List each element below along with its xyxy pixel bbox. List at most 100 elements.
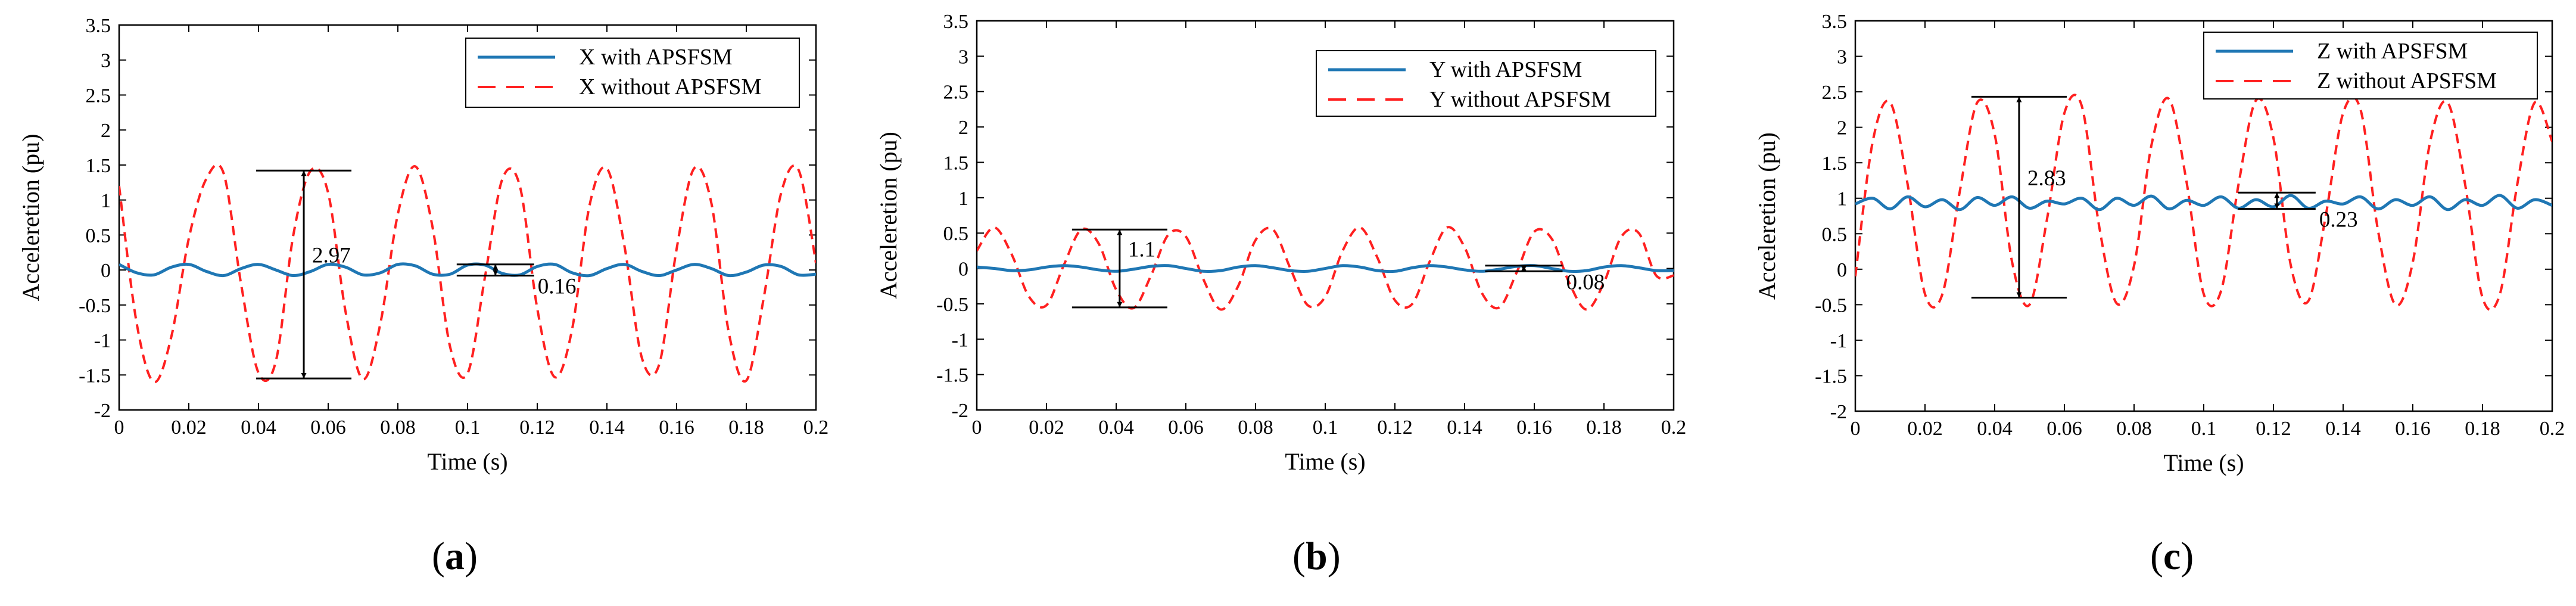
y-tick-label: 3.5 <box>1822 11 1848 33</box>
y-axis-title: Acceleretion (pu) <box>1753 132 1780 300</box>
y-tick-label: -0.5 <box>79 295 111 317</box>
x-tick-label: 0.2 <box>2540 418 2565 440</box>
x-tick-label: 0.08 <box>2116 418 2152 440</box>
x-tick-label: 0.12 <box>1377 417 1413 439</box>
y-tick-label: 1 <box>1837 188 1847 210</box>
y-tick-label: -0.5 <box>1815 294 1847 316</box>
series-line-x-without-apsfsm <box>119 163 816 384</box>
series-line-z-with-apsfsm <box>1855 194 2552 212</box>
y-tick-label: -1 <box>1830 330 1847 352</box>
x-tick-label: 0.14 <box>589 417 625 439</box>
y-tick-label: 0 <box>101 260 111 282</box>
y-tick-label: 0.5 <box>1822 223 1848 245</box>
x-axis-title: Time (s) <box>1285 448 1365 475</box>
y-tick-label: 3 <box>958 46 968 68</box>
x-tick-label: 0.08 <box>380 417 416 439</box>
y-tick-label: 2.5 <box>943 82 969 104</box>
y-tick-label: -0.5 <box>936 294 968 316</box>
x-tick-label: 0.2 <box>1661 417 1687 439</box>
panel-label: (a) <box>432 534 478 578</box>
x-tick-label: 0.02 <box>171 417 207 439</box>
y-axis-title: Acceleretion (pu) <box>875 132 902 299</box>
x-tick-label: 0.2 <box>803 417 829 439</box>
y-tick-label: 2.5 <box>1822 82 1848 104</box>
y-tick-label: -2 <box>952 400 968 422</box>
y-tick-label: -2 <box>94 400 111 422</box>
y-tick-label: 3 <box>1837 46 1847 69</box>
x-tick-label: 0.16 <box>2395 418 2431 440</box>
legend-entry-label: Y with APSFSM <box>1429 57 1582 82</box>
annotation-label: 0.23 <box>2319 208 2358 232</box>
y-tick-label: 3.5 <box>86 15 111 37</box>
x-tick-label: 0.16 <box>659 417 694 439</box>
x-tick-label: 0.08 <box>1238 417 1273 439</box>
legend-entry-label: Y without APSFSM <box>1429 87 1611 112</box>
annotation-label: 2.83 <box>2027 166 2066 191</box>
series-line-x-with-apsfsm <box>119 262 816 278</box>
x-axis-title: Time (s) <box>427 448 507 475</box>
x-tick-label: 0.06 <box>2047 418 2082 440</box>
x-tick-label: 0.16 <box>1516 417 1552 439</box>
annotation-label: 2.97 <box>312 244 351 268</box>
legend-box <box>465 38 800 108</box>
chart-panel-b: 0 0.02 0.04 0.06 0.08 0.1 0.12 0.14 0.16 0.18 0.2 -… <box>875 11 1686 578</box>
chart-panel-a: 0 0.02 0.04 0.06 0.08 0.1 0.12 0.14 0.16 0.18 0.2 -… <box>17 15 828 578</box>
y-tick-label: 3.5 <box>943 11 969 33</box>
x-tick-label: 0.1 <box>2191 418 2217 440</box>
y-tick-label: 2 <box>101 120 111 142</box>
y-tick-label: -1.5 <box>936 365 968 387</box>
x-tick-label: 0.14 <box>2325 418 2361 440</box>
y-tick-label: 0 <box>958 259 968 281</box>
x-tick-label: 0.04 <box>1098 417 1134 439</box>
x-axis-title: Time (s) <box>2163 449 2244 476</box>
annotation-label: 1.1 <box>1128 238 1155 262</box>
x-tick-label: 0.12 <box>2256 418 2291 440</box>
panel-label: (b) <box>1292 534 1341 578</box>
legend: Z with APSFSM Z without APSFSM <box>2203 32 2538 100</box>
chart-panel-c: 0 0.02 0.04 0.06 0.08 0.1 0.12 0.14 0.16 0.18 0.2 -… <box>1753 11 2565 578</box>
x-tick-label: 0.02 <box>1907 418 1943 440</box>
annotation-label: 0.16 <box>538 274 577 299</box>
x-tick-label: 0 <box>1851 418 1861 440</box>
x-tick-label: 0 <box>114 417 124 439</box>
y-tick-label: 1.5 <box>1822 153 1848 175</box>
legend-entry-label: Z with APSFSM <box>2317 39 2468 64</box>
x-tick-label: 0.1 <box>455 417 481 439</box>
y-tick-label: -1.5 <box>1815 365 1847 387</box>
y-tick-label: 2 <box>1837 117 1847 139</box>
legend: X with APSFSM X without APSFSM <box>465 38 800 108</box>
series-line-y-without-apsfsm <box>977 226 1674 311</box>
y-tick-label: 3 <box>101 50 111 72</box>
x-tick-label: 0.1 <box>1313 417 1338 439</box>
x-tick-label: 0.04 <box>1977 418 2013 440</box>
y-tick-label: 0.5 <box>943 223 969 245</box>
legend-box <box>2203 32 2538 100</box>
annotation-label: 0.08 <box>1566 270 1605 294</box>
legend-box <box>1316 50 1656 117</box>
y-tick-label: -1.5 <box>79 365 111 387</box>
legend-entry-label: Z without APSFSM <box>2317 69 2497 94</box>
x-tick-label: 0.18 <box>2465 418 2500 440</box>
legend-entry-label: X with APSFSM <box>579 45 733 70</box>
series-line-y-with-apsfsm <box>977 264 1674 274</box>
y-tick-label: -1 <box>94 330 111 352</box>
y-axis-title: Acceleretion (pu) <box>17 134 44 302</box>
legend-entry-label: X without APSFSM <box>579 74 761 100</box>
x-tick-label: 0.06 <box>310 417 346 439</box>
panel-label: (c) <box>2150 534 2194 578</box>
x-tick-label: 0.18 <box>728 417 764 439</box>
series-line-z-without-apsfsm <box>1855 94 2552 312</box>
y-tick-label: 2 <box>958 117 968 139</box>
y-tick-label: 0.5 <box>86 225 111 247</box>
x-tick-label: 0.14 <box>1447 417 1482 439</box>
y-tick-label: 0 <box>1837 259 1847 281</box>
y-tick-label: 1.5 <box>943 152 969 174</box>
x-tick-label: 0.06 <box>1168 417 1204 439</box>
y-tick-label: 1 <box>958 188 968 210</box>
y-tick-label: -1 <box>952 329 968 351</box>
y-tick-label: -2 <box>1830 401 1847 423</box>
x-tick-label: 0.12 <box>519 417 555 439</box>
x-tick-label: 0 <box>972 417 982 439</box>
y-tick-label: 2.5 <box>86 85 111 107</box>
